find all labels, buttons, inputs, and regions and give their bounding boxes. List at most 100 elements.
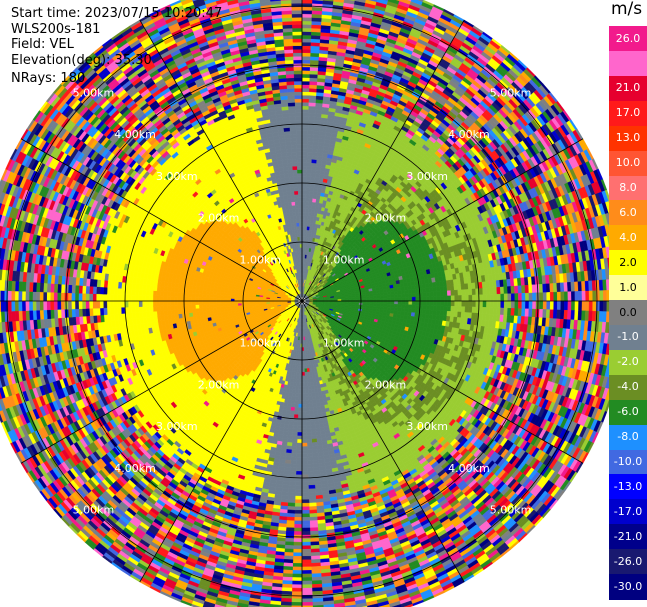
range-gate xyxy=(301,102,310,107)
range-gate xyxy=(301,38,312,43)
range-gate xyxy=(301,87,310,93)
range-gate xyxy=(387,300,392,305)
range-gate xyxy=(311,155,318,160)
range-gate xyxy=(311,159,318,164)
range-gate xyxy=(588,300,593,312)
range-gate xyxy=(433,296,438,302)
range-gate xyxy=(518,293,523,302)
range-gate xyxy=(305,183,311,188)
range-gate xyxy=(301,176,307,181)
range-gate xyxy=(503,300,509,309)
range-gate xyxy=(436,291,441,297)
range-gate xyxy=(443,310,448,317)
range-gate xyxy=(464,306,469,313)
range-gate xyxy=(524,284,530,294)
range-gate xyxy=(301,52,311,57)
range-gate xyxy=(301,183,307,188)
range-gate xyxy=(301,137,308,142)
range-gate xyxy=(549,309,554,319)
range-gate xyxy=(309,187,315,192)
range-gate xyxy=(478,288,484,296)
range-gate xyxy=(461,295,466,302)
range-gate xyxy=(301,59,311,64)
range-gate xyxy=(528,292,533,302)
range-gate xyxy=(560,300,565,311)
range-gate xyxy=(301,204,306,209)
range-gate xyxy=(379,292,384,296)
range-gate xyxy=(383,297,388,302)
range-gate xyxy=(404,293,409,298)
range-gate xyxy=(301,208,306,213)
range-gate xyxy=(468,300,473,308)
range-gate xyxy=(585,290,590,302)
range-gate xyxy=(396,286,402,292)
range-gate xyxy=(429,296,434,302)
range-gate xyxy=(503,286,508,295)
range-gate xyxy=(310,169,316,175)
range-gate xyxy=(443,285,448,292)
range-gate xyxy=(301,190,307,195)
range-gate xyxy=(571,291,576,302)
range-gate xyxy=(435,310,441,316)
range-gate xyxy=(301,84,310,89)
range-gate xyxy=(425,309,430,315)
range-gate xyxy=(301,148,308,153)
range-gate xyxy=(518,300,523,309)
range-gate xyxy=(400,307,406,313)
range-gate xyxy=(306,165,312,171)
range-gate xyxy=(301,70,311,75)
range-gate xyxy=(532,300,537,310)
range-gate xyxy=(500,300,505,309)
range-gate xyxy=(404,289,409,295)
range-gate xyxy=(309,70,319,75)
range-gate xyxy=(355,296,360,300)
range-gate xyxy=(471,306,477,314)
range-gate xyxy=(426,300,431,306)
range-gate xyxy=(500,293,505,302)
range-gate xyxy=(482,307,487,315)
range-gate xyxy=(503,307,508,316)
range-gate xyxy=(521,285,526,294)
range-gate xyxy=(599,290,604,302)
range-gate xyxy=(301,31,312,36)
range-gate xyxy=(306,148,313,153)
range-gate xyxy=(408,304,413,309)
range-gate xyxy=(539,292,544,302)
range-gate xyxy=(308,112,316,118)
range-gate xyxy=(549,291,555,302)
range-gate xyxy=(383,303,388,308)
range-gate xyxy=(553,291,558,302)
range-gate xyxy=(436,300,441,307)
range-gate xyxy=(369,295,374,299)
range-gate xyxy=(567,291,572,302)
range-gate xyxy=(301,172,307,177)
range-gate xyxy=(539,300,544,310)
range-gate xyxy=(301,17,313,22)
range-gate xyxy=(322,0,334,2)
range-gate xyxy=(468,294,473,302)
range-gate xyxy=(571,300,576,311)
range-gate xyxy=(429,305,434,311)
range-gate xyxy=(301,133,309,139)
range-gate xyxy=(301,98,310,103)
range-gate xyxy=(301,41,312,47)
range-gate xyxy=(394,297,399,302)
range-gate xyxy=(309,183,315,189)
range-gate xyxy=(308,91,317,96)
range-gate xyxy=(408,296,413,302)
range-gate xyxy=(446,290,452,297)
range-gate xyxy=(307,130,315,135)
range-gate xyxy=(411,304,416,310)
range-gate xyxy=(439,310,444,317)
range-gate xyxy=(411,288,416,294)
range-gate xyxy=(542,300,547,310)
range-gate xyxy=(301,201,306,206)
range-gate xyxy=(301,211,306,216)
range-gate xyxy=(304,215,309,220)
range-gate xyxy=(493,300,498,309)
range-gate xyxy=(305,176,311,181)
range-gate xyxy=(574,291,579,302)
range-gate xyxy=(479,294,484,302)
range-gate xyxy=(496,286,501,295)
